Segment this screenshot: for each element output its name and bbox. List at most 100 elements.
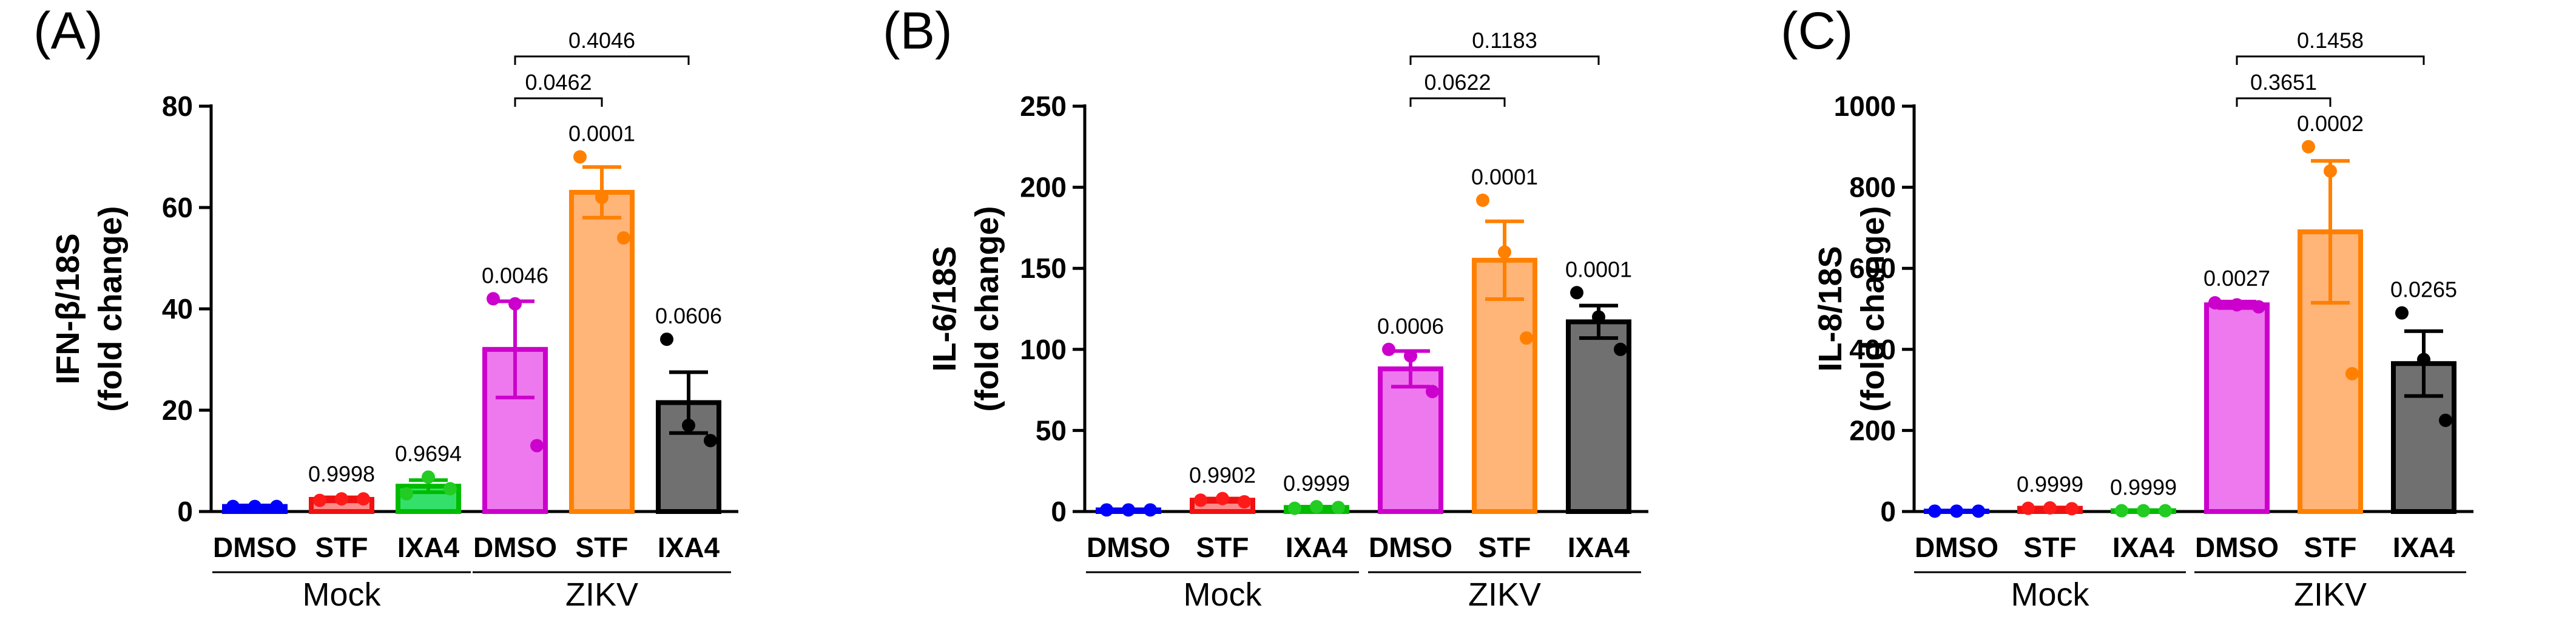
data-point	[2345, 367, 2359, 380]
p-value-label: 0.0046	[482, 263, 548, 288]
data-point	[270, 499, 283, 513]
data-point	[1498, 245, 1511, 259]
data-point	[226, 499, 240, 513]
category-label: DMSO	[2195, 532, 2279, 563]
category-label: DMSO	[1369, 532, 1452, 563]
data-point	[1332, 501, 1345, 515]
category-label: DMSO	[1087, 532, 1170, 563]
data-point	[335, 492, 348, 506]
panel-label: (C)	[1781, 2, 1853, 60]
y-tick-label: 40	[162, 293, 193, 325]
data-point	[357, 492, 370, 506]
group-label: Mock	[2011, 576, 2089, 613]
data-point	[1570, 286, 1583, 300]
comparison-bracket	[1409, 97, 1506, 107]
data-point	[1122, 503, 1135, 517]
group-label: Mock	[1183, 576, 1262, 613]
y-tick-label: 0	[1880, 496, 1896, 527]
p-value-label: 0.9902	[1189, 463, 1256, 488]
data-point	[1614, 342, 1627, 356]
p-value-label: 0.0001	[568, 121, 635, 146]
data-point	[617, 231, 630, 245]
category-label: IXA4	[1286, 532, 1348, 563]
p-value-label: 0.0002	[2297, 111, 2364, 136]
y-tick-label: 400	[1849, 334, 1896, 365]
category-label: DMSO	[1915, 532, 1998, 563]
y-tick-label: 0	[1051, 496, 1067, 527]
category-label: STF	[576, 532, 629, 563]
category-label: IXA4	[658, 532, 720, 563]
data-point	[443, 482, 457, 496]
data-point	[2208, 296, 2222, 309]
data-point	[1216, 492, 1229, 505]
data-point	[1426, 385, 1439, 399]
category-label: STF	[1196, 532, 1249, 563]
data-point	[2043, 501, 2057, 515]
p-value-label: 0.0001	[1471, 164, 1538, 189]
data-point	[660, 333, 673, 346]
y-axis-label: IFN-β/18S	[50, 233, 86, 384]
chart-panel-2: (B) IL-6/18S (fold change) 0 50 100 150 200 250 D…	[883, 2, 1648, 613]
category-label: DMSO	[213, 532, 297, 563]
y-tick-label: 60	[162, 192, 193, 223]
p-value-label: 0.9998	[308, 462, 375, 487]
y-axis-label: IL-8/18S	[1812, 246, 1849, 371]
data-point	[2252, 300, 2265, 314]
group-label: ZIKV	[2294, 576, 2367, 613]
p-value-label: 0.9694	[395, 441, 462, 466]
p-value-label: 0.0006	[1377, 314, 1444, 339]
data-point	[2115, 504, 2128, 518]
data-point	[2159, 504, 2172, 518]
data-point	[1404, 349, 1417, 363]
data-point	[1928, 504, 1941, 518]
p-value-label: 0.0001	[1565, 257, 1632, 282]
data-point	[2021, 501, 2035, 515]
y-axis-label-unit: (fold change)	[92, 206, 129, 412]
bracket-p-value: 0.0462	[525, 70, 592, 95]
data-point	[422, 470, 435, 484]
comparison-bracket	[2236, 55, 2425, 65]
category-label: STF	[315, 532, 368, 563]
data-point	[2230, 298, 2244, 312]
p-value-label: 0.9999	[2017, 471, 2083, 496]
panel-label: (A)	[33, 2, 103, 60]
chart-panel-3: (C) IL-8/18S (fold change) 0 200 400 600 800 100…	[1781, 2, 2473, 613]
data-point	[704, 434, 717, 448]
y-tick-label: 0	[177, 496, 193, 527]
p-value-label: 0.0606	[655, 303, 722, 328]
comparison-bracket	[514, 97, 603, 107]
y-tick-label: 200	[1020, 172, 1067, 203]
data-point	[2137, 504, 2150, 518]
y-tick-label: 200	[1849, 414, 1896, 446]
comparison-bracket	[2236, 97, 2332, 107]
panel-label: (B)	[883, 2, 953, 60]
bar	[2204, 302, 2270, 514]
category-label: STF	[1479, 532, 1531, 563]
y-tick-label: 50	[1036, 414, 1067, 446]
y-tick-label: 1000	[1834, 90, 1896, 122]
p-value-label: 0.9999	[2110, 475, 2177, 499]
comparison-bracket	[1409, 55, 1600, 65]
p-value-label: 0.0027	[2203, 266, 2270, 291]
chart-panel-1: (A) IFN-β/18S (fold change) 0 20 40 60 80 DMSO 0.…	[33, 2, 738, 613]
data-point	[2417, 353, 2430, 367]
category-label: IXA4	[1568, 532, 1630, 563]
data-point	[1238, 495, 1251, 508]
bracket-p-value: 0.4046	[568, 28, 635, 53]
comparison-bracket	[514, 55, 690, 65]
data-point	[595, 191, 609, 204]
y-tick-label: 250	[1020, 90, 1067, 122]
y-axis-label: IL-6/18S	[926, 246, 963, 371]
data-point	[1382, 342, 1395, 356]
y-tick-label: 150	[1020, 252, 1067, 284]
category-label: IXA4	[2393, 532, 2455, 563]
y-tick-label: 800	[1849, 172, 1896, 203]
y-axis-label-unit: (fold change)	[1855, 206, 1891, 412]
data-point	[2302, 140, 2315, 154]
data-point	[2439, 413, 2452, 427]
data-point	[1288, 501, 1301, 515]
data-point	[1100, 503, 1113, 517]
group-label: ZIKV	[565, 576, 638, 613]
data-point	[1310, 499, 1323, 513]
